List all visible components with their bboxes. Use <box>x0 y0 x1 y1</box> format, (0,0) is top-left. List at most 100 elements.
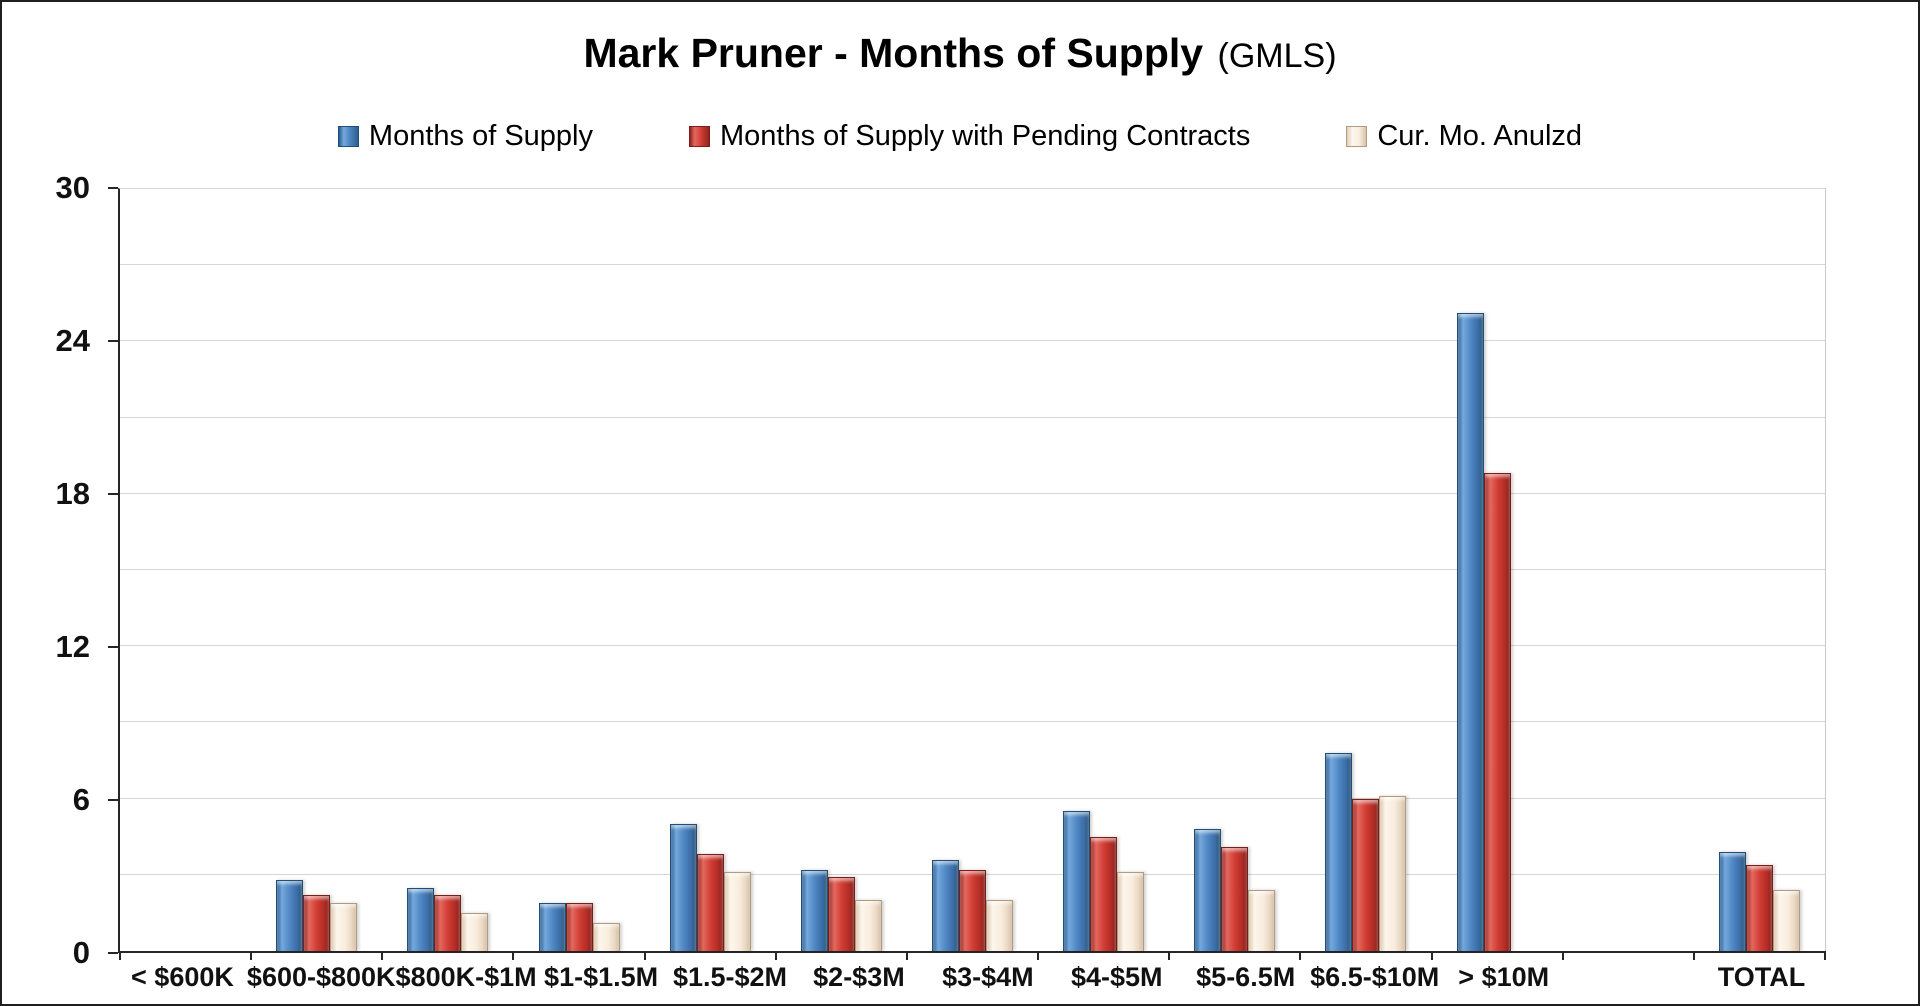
x-tick-mark-3 <box>512 951 515 960</box>
x-tick-mark-0 <box>119 951 121 960</box>
x-tick-mark-13 <box>1824 951 1826 960</box>
bar-months-of-supply <box>1063 811 1091 951</box>
bar-months-of-supply-with-pending-contracts <box>434 895 462 951</box>
x-axis-label-spacer <box>1568 962 1697 993</box>
bar-group-5-6-5m <box>1169 189 1300 951</box>
chart-title-suffix: (GMLS) <box>1217 37 1337 75</box>
gridline-24 <box>120 340 1825 342</box>
x-axis-label-total: TOTAL <box>1717 962 1806 992</box>
y-tick-mark-18 <box>108 493 118 495</box>
x-axis-label-5-6-5m: $5-6.5M <box>1196 962 1296 992</box>
bar-months-of-supply-with-pending-contracts <box>1483 473 1511 951</box>
bar-group-3-4m <box>907 189 1038 951</box>
bar-cur-mo-anulzd <box>1379 796 1407 951</box>
legend-label: Cur. Mo. Anulzd <box>1377 120 1583 152</box>
gridline-15 <box>120 569 1825 570</box>
legend-item-months-of-supply: Months of Supply <box>337 120 593 153</box>
x-axis-label-10m: > $10M <box>1458 962 1550 992</box>
bar-group-6-5-10m <box>1300 189 1431 951</box>
x-tick-mark-7 <box>1037 951 1040 960</box>
legend-label: Months of Supply <box>368 120 593 152</box>
x-tick-mark-9 <box>1299 951 1302 960</box>
bar-group-10m <box>1432 189 1563 951</box>
bar-cur-mo-anulzd <box>1117 872 1145 951</box>
bar-months-of-supply <box>669 824 697 951</box>
x-axis-label-1-5-2m: $1.5-$2M <box>672 962 788 992</box>
y-tick-label-30: 30 <box>55 170 90 205</box>
bar-cur-mo-anulzd <box>592 923 620 951</box>
x-axis-label-4-5m: $4-$5M <box>1071 962 1163 992</box>
x-axis-label-600k: < $600K <box>131 962 234 992</box>
x-axis-label-2-3m: $2-$3M <box>813 962 905 992</box>
bar-cur-mo-anulzd <box>461 912 489 951</box>
legend-swatch-cur-mo-anulzd <box>1346 126 1368 147</box>
legend-item-months-of-supply-with-pending-contracts: Months of Supply with Pending Contracts <box>689 120 1250 153</box>
bar-group-800k-1m <box>382 189 513 951</box>
bar-months-of-supply <box>1456 313 1484 951</box>
legend-item-cur-mo-anulzd: Cur. Mo. Anulzd <box>1346 120 1582 153</box>
y-tick-mark-30 <box>108 187 118 189</box>
x-axis-label-3-4m: $3-$4M <box>942 962 1034 992</box>
bar-months-of-supply-with-pending-contracts <box>1090 836 1118 951</box>
bar-months-of-supply <box>1194 829 1222 951</box>
bar-groups <box>120 189 1825 951</box>
bar-months-of-supply <box>538 902 566 951</box>
bar-cur-mo-anulzd <box>723 872 751 951</box>
y-tick-label-24: 24 <box>55 323 90 358</box>
bar-cur-mo-anulzd <box>1248 890 1276 951</box>
chart-title: Mark Pruner - Months of Supply (GMLS) <box>2 30 1918 77</box>
bar-months-of-supply <box>800 869 828 951</box>
bar-group-4-5m <box>1038 189 1169 951</box>
y-tick-label-6: 6 <box>72 782 90 817</box>
y-tick-mark-12 <box>108 646 118 648</box>
x-axis-label-600-800k: $600-$800K <box>246 962 396 992</box>
legend-swatch-months-of-supply-with-pending-contracts <box>689 126 710 147</box>
y-axis: 0 6 12 18 24 30 <box>2 172 118 968</box>
gridline-27 <box>120 264 1825 266</box>
bar-months-of-supply <box>1325 752 1353 951</box>
y-tick-label-0: 0 <box>72 935 90 970</box>
bar-cur-mo-anulzd <box>330 902 358 951</box>
legend-label: Months of Supply with Pending Contracts <box>720 120 1251 152</box>
x-tick-mark-6 <box>905 951 908 960</box>
gridline-12 <box>120 645 1825 647</box>
x-tick-mark-11 <box>1561 951 1564 960</box>
x-tick-mark-4 <box>643 951 646 960</box>
bar-group-spacer <box>1563 189 1694 951</box>
bar-months-of-supply <box>1718 851 1746 951</box>
x-tick-mark-1 <box>250 951 253 960</box>
x-axis-labels: < $600K $600-$800K $800K-$1M $1-$1.5M $1.5-$… <box>118 962 1826 993</box>
x-tick-mark-5 <box>774 951 777 960</box>
bar-group-total <box>1694 189 1825 951</box>
x-tick-mark-2 <box>381 951 384 960</box>
bar-months-of-supply-with-pending-contracts <box>827 877 855 951</box>
bar-months-of-supply <box>932 859 960 951</box>
bar-group-2-3m <box>776 189 907 951</box>
bar-group-1-5-2m <box>645 189 776 951</box>
y-tick-mark-6 <box>108 799 118 801</box>
x-tick-mark-12 <box>1692 951 1695 960</box>
bar-months-of-supply-with-pending-contracts <box>696 854 724 951</box>
gridline-30 <box>120 188 1825 189</box>
gridline-18 <box>120 492 1825 494</box>
gridline-9 <box>120 721 1825 723</box>
y-tick-label-18: 18 <box>55 476 90 511</box>
bar-months-of-supply-with-pending-contracts <box>1352 798 1380 951</box>
bar-group-600k <box>120 189 251 951</box>
plot-area <box>118 188 1826 960</box>
bar-months-of-supply-with-pending-contracts <box>959 869 987 951</box>
x-tick-mark-10 <box>1430 951 1433 960</box>
bar-cur-mo-anulzd <box>854 900 882 951</box>
bar-months-of-supply <box>407 887 435 951</box>
bar-group-600-800k <box>251 189 382 951</box>
bar-months-of-supply-with-pending-contracts <box>1221 846 1249 951</box>
x-axis-label-1-1-5m: $1-$1.5M <box>544 962 659 992</box>
x-tick-mark-8 <box>1168 951 1171 960</box>
bar-group-1-1-5m <box>513 189 644 951</box>
gridline-6 <box>120 797 1825 799</box>
x-axis-label-6-5-10m: $6.5-$10M <box>1310 962 1440 992</box>
bar-cur-mo-anulzd <box>1772 890 1800 951</box>
bar-months-of-supply <box>276 879 304 951</box>
gridline-21 <box>120 416 1825 418</box>
